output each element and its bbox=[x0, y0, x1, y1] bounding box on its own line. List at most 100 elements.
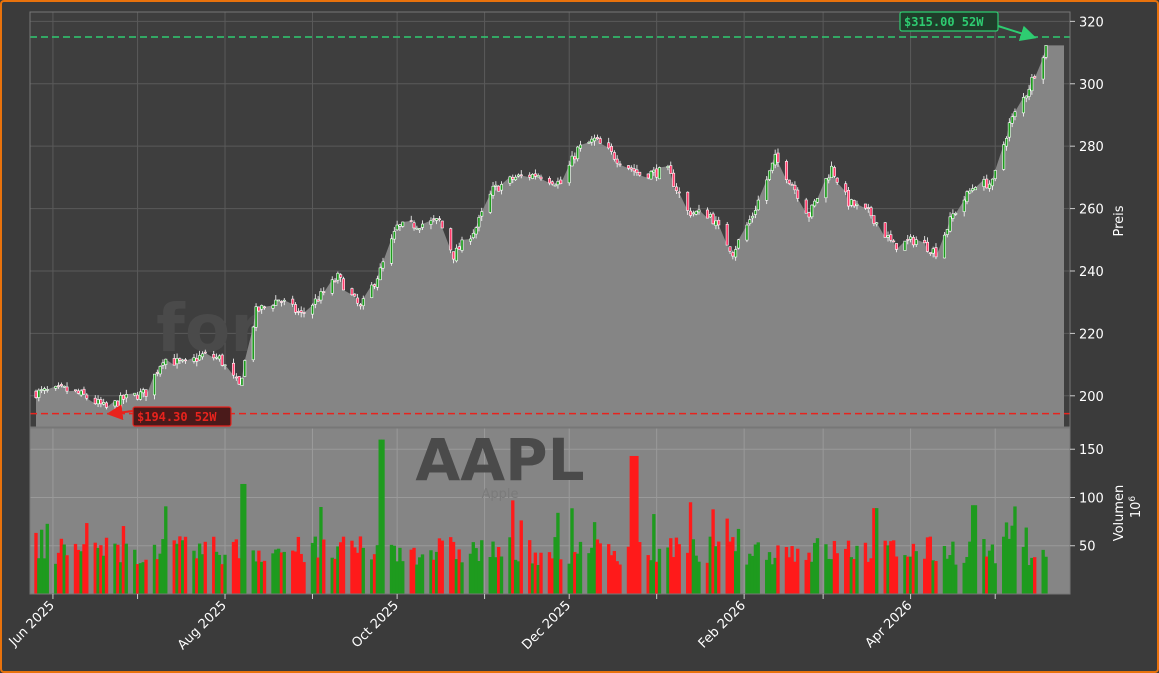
volume-bar bbox=[302, 562, 306, 594]
volume-bar bbox=[824, 544, 828, 594]
candle-up bbox=[516, 174, 520, 177]
volume-bar bbox=[925, 537, 930, 594]
candle-up bbox=[401, 221, 405, 227]
volume-bar bbox=[449, 537, 453, 594]
candle-up bbox=[666, 166, 670, 168]
annotations: $315.00 52W $194.30 52W bbox=[106, 11, 1037, 427]
volume-bar bbox=[906, 556, 910, 594]
volume-bar bbox=[432, 559, 436, 594]
date-tick-label: Apr 2026 bbox=[863, 598, 916, 651]
volume-bar bbox=[573, 552, 577, 594]
volume-bar bbox=[1010, 525, 1014, 594]
volume-bar bbox=[550, 558, 554, 594]
candle-down bbox=[832, 167, 836, 177]
candle-up bbox=[810, 204, 814, 218]
candle-down bbox=[195, 357, 199, 362]
price-tick-label: 220 bbox=[1079, 327, 1104, 342]
volume-bar bbox=[73, 543, 78, 594]
volume-bar bbox=[629, 455, 633, 594]
high-52w-badge bbox=[899, 11, 999, 32]
candle-down bbox=[607, 142, 611, 149]
candle-down bbox=[263, 306, 266, 309]
candle-up bbox=[243, 360, 247, 377]
candle-down bbox=[615, 158, 619, 164]
volume-bar bbox=[491, 541, 495, 594]
price-plot-border bbox=[29, 11, 1071, 428]
volume-bar bbox=[133, 549, 137, 594]
candle-down bbox=[911, 237, 915, 246]
volume-bar bbox=[914, 551, 918, 594]
candle-down bbox=[612, 152, 616, 160]
candle-up bbox=[945, 229, 949, 235]
volume-bar bbox=[694, 555, 698, 594]
volume-bar bbox=[866, 561, 870, 594]
volume-bar bbox=[886, 545, 890, 594]
candle-down bbox=[172, 358, 176, 366]
candle-down bbox=[82, 388, 86, 395]
volume-bar bbox=[669, 538, 673, 594]
volume-bar bbox=[293, 551, 298, 594]
date-tick-label: Oct 2025 bbox=[349, 598, 402, 651]
volume-bar bbox=[488, 557, 492, 594]
volume-bar bbox=[37, 558, 41, 594]
volume-bar bbox=[375, 545, 380, 594]
volume-bar bbox=[598, 543, 602, 594]
volume-bar bbox=[671, 557, 676, 594]
volume-bar bbox=[144, 559, 148, 594]
candle-down bbox=[155, 372, 159, 374]
price-tick-label: 240 bbox=[1079, 265, 1104, 280]
candle-down bbox=[533, 173, 537, 177]
candle-down bbox=[342, 278, 345, 291]
candle-down bbox=[203, 351, 207, 354]
candle-up bbox=[200, 353, 204, 358]
volume-bar bbox=[152, 544, 157, 594]
volume-bar bbox=[330, 557, 334, 594]
volume-bar bbox=[666, 547, 670, 594]
volume-bar bbox=[378, 439, 382, 594]
candle-down bbox=[220, 354, 224, 366]
price-tick-label: 300 bbox=[1079, 78, 1104, 93]
volume-bar bbox=[237, 558, 241, 594]
volume-bar bbox=[954, 564, 958, 594]
volume-tick-label: 100 bbox=[1079, 491, 1104, 506]
volume-bar bbox=[587, 553, 591, 594]
candle-up bbox=[468, 238, 472, 242]
volume-bar bbox=[429, 550, 433, 594]
volume-bar bbox=[82, 544, 86, 594]
candle-up bbox=[954, 213, 958, 215]
candle-up bbox=[951, 213, 955, 219]
candle-up bbox=[164, 358, 168, 365]
volume-bar bbox=[291, 550, 295, 594]
candle-up bbox=[816, 198, 819, 203]
volume-bar bbox=[705, 562, 710, 594]
candle-up bbox=[1021, 97, 1025, 114]
candle-up bbox=[708, 214, 712, 218]
volume-bar bbox=[725, 518, 729, 594]
volume-bar bbox=[460, 562, 464, 594]
volume-bar bbox=[891, 540, 896, 594]
volume-bar bbox=[903, 555, 907, 594]
reference-lines bbox=[30, 36, 1070, 415]
price-tick-label: 200 bbox=[1079, 390, 1104, 405]
volume-bar bbox=[494, 557, 498, 594]
candle-up bbox=[765, 179, 769, 201]
candle-up bbox=[576, 146, 580, 160]
candle-down bbox=[547, 178, 551, 184]
volume-bar bbox=[770, 564, 775, 594]
candle-up bbox=[1005, 138, 1008, 147]
volume-bar bbox=[632, 455, 636, 594]
candle-up bbox=[282, 299, 286, 302]
candle-up bbox=[361, 298, 365, 307]
candle-up bbox=[886, 235, 890, 238]
candle-up bbox=[1041, 57, 1045, 80]
candle-up bbox=[948, 216, 952, 232]
volume-bar bbox=[254, 561, 258, 594]
candle-up bbox=[931, 248, 935, 254]
volume-bar bbox=[652, 514, 656, 594]
volume-bar bbox=[948, 555, 952, 594]
candle-down bbox=[432, 218, 436, 220]
volume-bar bbox=[508, 537, 512, 594]
candle-down bbox=[686, 191, 690, 211]
candle-up bbox=[133, 392, 137, 396]
